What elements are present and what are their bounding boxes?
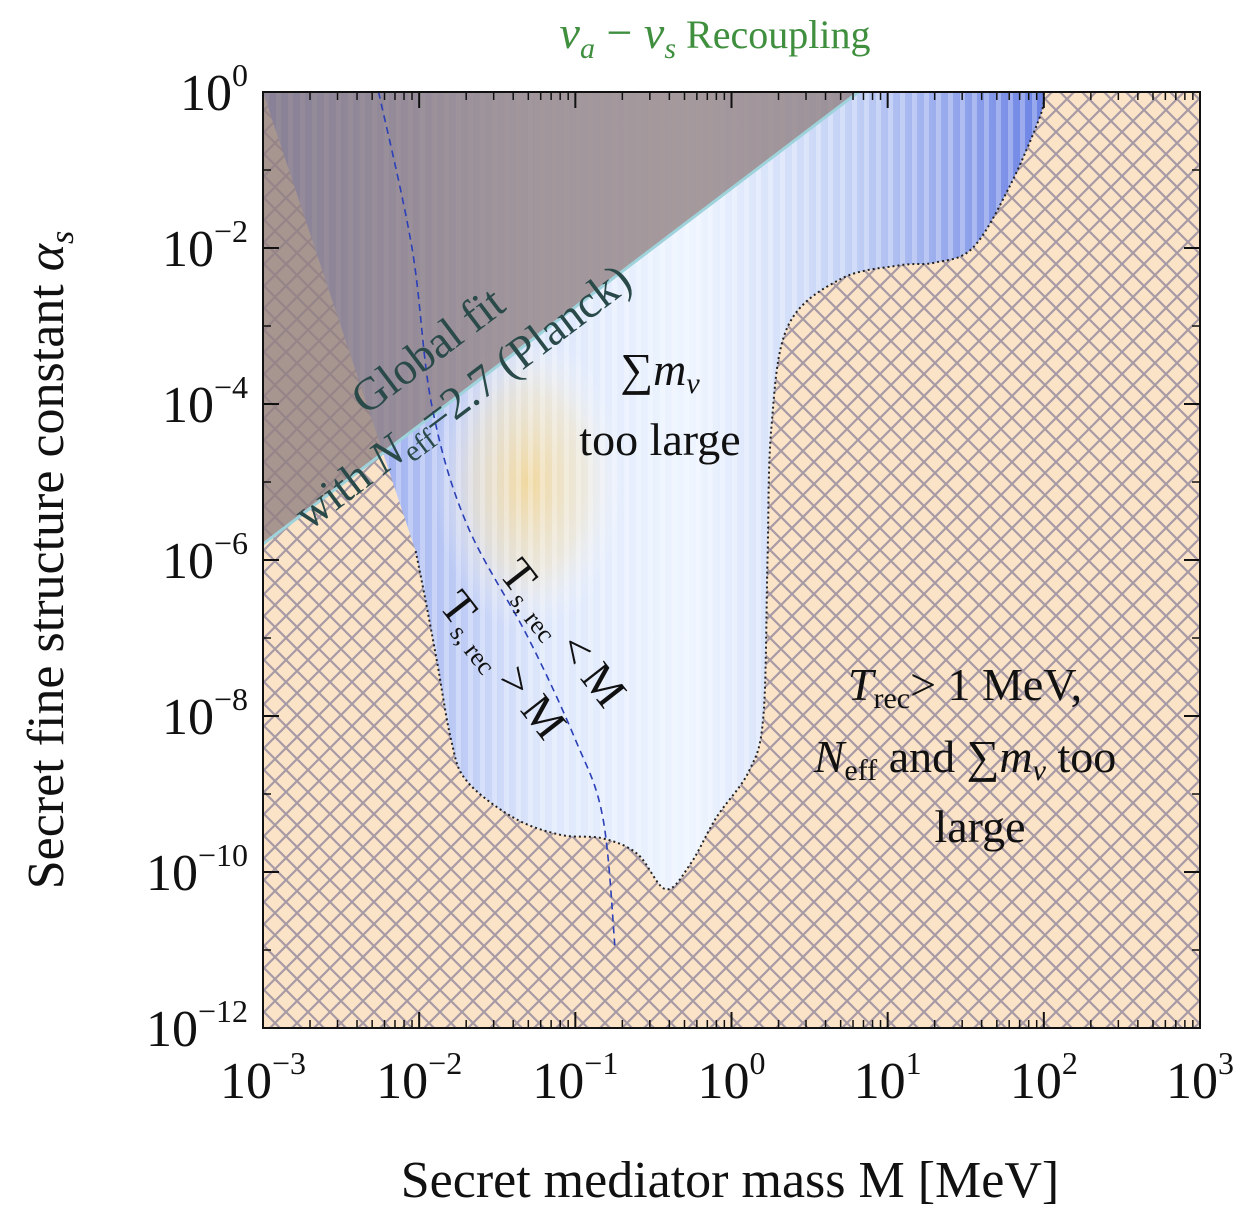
sum-mnu-label-line1: ∑mν bbox=[620, 344, 700, 400]
title-sub-s: s bbox=[664, 32, 676, 65]
title-sub-a: a bbox=[580, 32, 595, 65]
x-tick-label: 103 bbox=[1166, 1045, 1234, 1110]
y-axis-label-alpha: α bbox=[18, 242, 75, 271]
sum-mnu-sub: ν bbox=[686, 367, 700, 400]
excluded-sum: ∑ bbox=[967, 731, 1000, 782]
plot-area bbox=[263, 92, 1200, 1028]
sum-mnu-label-line2: too large bbox=[579, 414, 740, 465]
excluded-m: m bbox=[999, 731, 1032, 782]
title-nu-s: ν bbox=[644, 7, 665, 58]
y-axis-label-sub: s bbox=[44, 231, 81, 244]
y-tick-label: 10−6 bbox=[162, 525, 248, 590]
x-tick-label: 10−3 bbox=[220, 1045, 306, 1110]
excluded-trec-sub: rec bbox=[873, 682, 910, 715]
excluded-neff-sub: eff bbox=[844, 754, 877, 787]
x-tick-label: 101 bbox=[854, 1045, 922, 1110]
x-axis-label: Secret mediator mass M [MeV] bbox=[401, 1152, 1059, 1209]
y-axis-label: Secret fine structure constant αs bbox=[18, 231, 81, 890]
title-nu-a: ν bbox=[560, 7, 581, 58]
excluded-label-line3: large bbox=[934, 801, 1025, 852]
x-tick-label: 102 bbox=[1010, 1045, 1078, 1110]
y-tick-label: 100 bbox=[180, 57, 248, 122]
sum-mnu-m: m bbox=[653, 344, 686, 395]
title-word: Recoupling bbox=[686, 12, 870, 57]
x-tick-label: 10−2 bbox=[376, 1045, 462, 1110]
excluded-too: too bbox=[1046, 731, 1116, 782]
y-axis-ticks: 10−12 10−10 10−8 10−6 10−4 10−2 100 bbox=[146, 57, 1200, 1058]
excluded-trec: T bbox=[848, 659, 877, 710]
excluded-m-sub: ν bbox=[1033, 754, 1047, 787]
chart-title: νa − νs Recoupling bbox=[560, 7, 871, 65]
y-axis-label-text: Secret fine structure constant bbox=[18, 271, 75, 889]
y-tick-label: 10−12 bbox=[146, 993, 248, 1058]
y-tick-label: 10−10 bbox=[146, 837, 248, 902]
x-tick-label: 100 bbox=[698, 1045, 766, 1110]
excluded-line1-post: > 1 MeV, bbox=[910, 659, 1082, 710]
y-tick-label: 10−2 bbox=[162, 213, 248, 278]
excluded-neff: N bbox=[813, 731, 847, 782]
sum-mnu-sum: ∑ bbox=[620, 344, 653, 395]
x-tick-label: 10−1 bbox=[532, 1045, 618, 1110]
global-fit-region bbox=[263, 92, 859, 545]
allowed-region-boundary bbox=[414, 92, 1046, 891]
temperature-divider-curve bbox=[377, 92, 616, 951]
y-tick-label: 10−8 bbox=[162, 681, 248, 746]
global-fit-boundary bbox=[263, 92, 860, 546]
title-minus: − bbox=[606, 7, 632, 58]
excluded-label-line2: Neff and ∑mν too bbox=[813, 731, 1117, 787]
x-axis-ticks: 10−3 10−2 10−1 100 101 102 103 bbox=[220, 92, 1234, 1110]
excluded-and: and bbox=[877, 731, 966, 782]
y-tick-label: 10−4 bbox=[162, 369, 248, 434]
excluded-label-line1: Trec> 1 MeV, bbox=[848, 659, 1082, 715]
